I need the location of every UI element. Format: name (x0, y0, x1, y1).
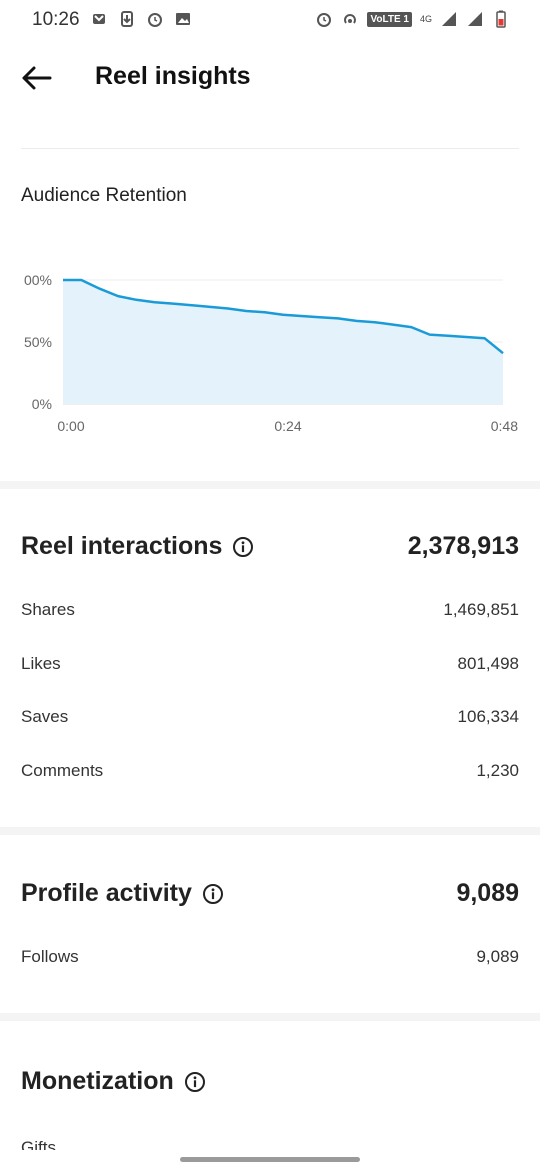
y-tick-label: 00% (24, 272, 52, 288)
shares-label: Shares (21, 600, 75, 619)
signal-icon (468, 12, 482, 26)
app-header: Reel insights (0, 50, 540, 106)
likes-value: 801,498 (457, 654, 519, 673)
retention-title: Audience Retention (21, 185, 187, 206)
profile-total: 9,089 (456, 879, 519, 907)
home-indicator[interactable] (180, 1157, 360, 1162)
retention-area (63, 280, 503, 404)
x-tick-label: 0:00 (57, 418, 84, 434)
follows-label: Follows (21, 947, 79, 966)
saves-value: 106,334 (457, 707, 519, 726)
retention-line (63, 278, 504, 355)
interactions-title: Reel interactions (21, 532, 223, 560)
retention-chart: 0% 50% 00% 0:00 0:24 0:48 (24, 272, 518, 434)
section-separator (0, 481, 540, 489)
battery-icon (496, 10, 506, 28)
profile-title: Profile activity (21, 879, 192, 907)
app-notification-icon (93, 14, 105, 24)
interactions-heading: Reel interactions (21, 532, 254, 561)
monetization-title: Monetization (21, 1067, 174, 1095)
back-arrow-icon[interactable] (18, 62, 58, 94)
info-icon[interactable] (232, 536, 254, 558)
info-icon[interactable] (202, 883, 224, 905)
x-tick-label: 0:48 (491, 418, 518, 434)
divider (21, 148, 519, 149)
follows-value: 9,089 (476, 947, 519, 966)
comments-value: 1,230 (476, 761, 519, 780)
section-separator (0, 1013, 540, 1021)
gifts-row-partial: Gifts (0, 1138, 540, 1150)
volte-badge: VoLTE 1 (367, 11, 412, 27)
status-time: 10:26 (32, 9, 80, 30)
gifts-label: Gifts (21, 1138, 56, 1150)
comments-label: Comments (21, 761, 104, 780)
shares-value: 1,469,851 (443, 600, 519, 619)
monetization-heading: Monetization (21, 1067, 206, 1096)
saves-label: Saves (21, 707, 69, 726)
profile-heading: Profile activity (21, 879, 224, 908)
info-icon[interactable] (184, 1071, 206, 1093)
interactions-total: 2,378,913 (407, 532, 519, 560)
gallery-icon (176, 13, 190, 25)
hotspot-icon (344, 14, 357, 24)
section-separator (0, 827, 540, 835)
status-bar: 10:26 VoLTE 1 4G (0, 0, 540, 40)
alarm-icon (317, 13, 332, 27)
download-icon (121, 11, 133, 27)
y-tick-label: 0% (32, 396, 52, 412)
likes-label: Likes (21, 654, 61, 673)
network-type: 4G (419, 14, 432, 24)
page-title: Reel insights (95, 62, 251, 90)
y-tick-label: 50% (24, 334, 52, 350)
alarm-icon (148, 13, 162, 27)
signal-icon (442, 12, 456, 26)
x-tick-label: 0:24 (274, 418, 301, 434)
